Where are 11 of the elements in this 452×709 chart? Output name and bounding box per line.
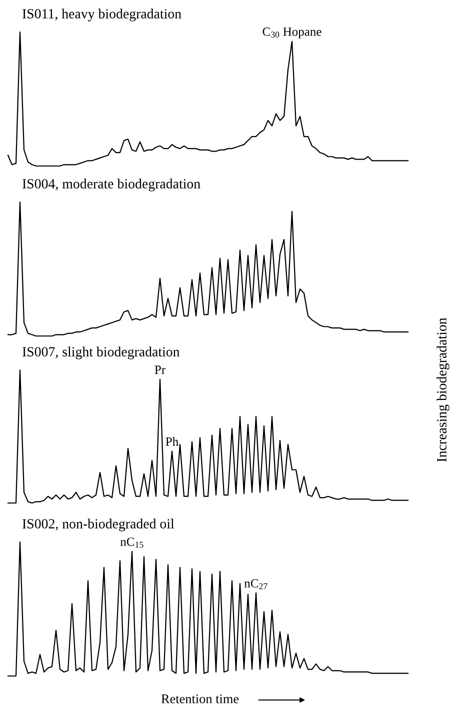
x-axis-title: Retention time <box>161 694 239 704</box>
annotation: C$_{30}$ Hopane <box>262 27 322 38</box>
chart-title: IS011, heavy biodegradation <box>22 8 182 22</box>
annotation: nC$_{27}$ <box>244 579 268 590</box>
chart-title: IS002, non-biodegraded oil <box>22 518 174 532</box>
annotation: Pr <box>154 366 166 374</box>
chart-title: IS004, moderate biodegradation <box>22 178 200 192</box>
text: Increasing biodegradation <box>436 318 450 462</box>
annotation: nC$_{15}$ <box>120 538 144 548</box>
annotation: Ph <box>166 437 178 446</box>
chart-title: IS007, slight biodegradation <box>22 346 180 360</box>
